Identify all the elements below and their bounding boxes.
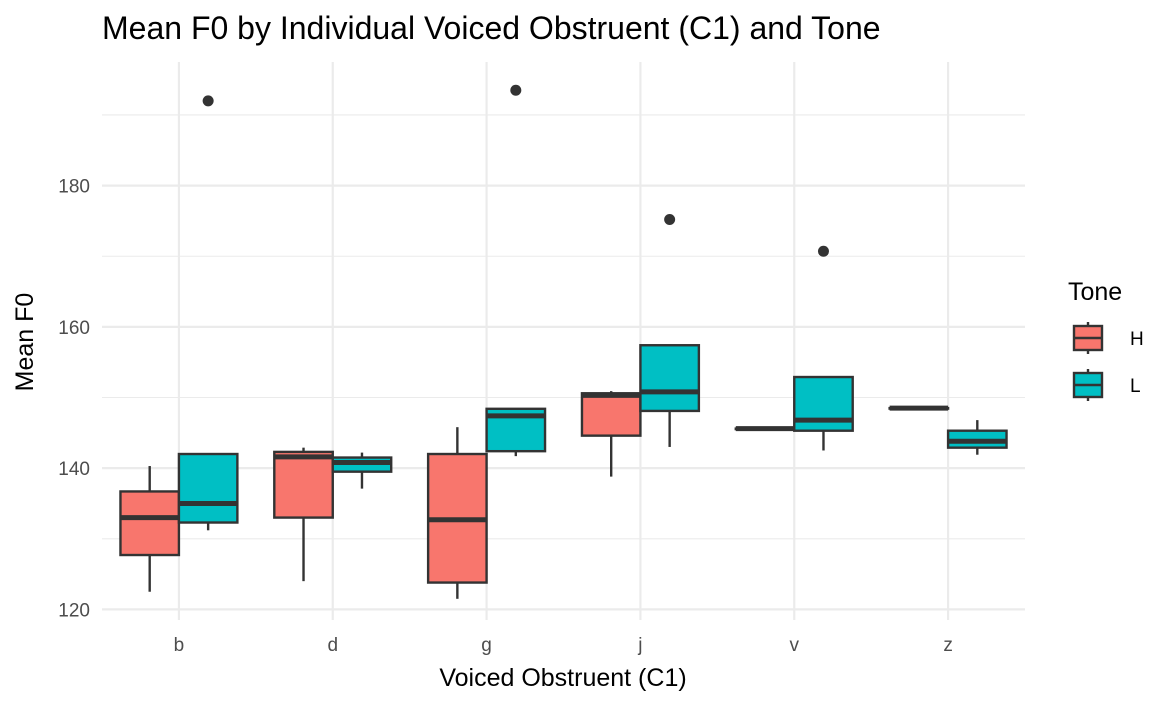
- legend-label: L: [1130, 376, 1141, 397]
- legend: Tone H L: [1068, 278, 1144, 401]
- box-L-b: [177, 95, 239, 531]
- x-tick-label: v: [790, 635, 800, 656]
- x-axis-title: Voiced Obstruent (C1): [439, 664, 686, 692]
- box-L-j: [639, 214, 701, 447]
- y-axis-title: Mean F0: [11, 293, 39, 392]
- outlier-point: [510, 84, 522, 96]
- x-tick-label: b: [174, 635, 185, 656]
- legend-title: Tone: [1068, 278, 1122, 306]
- y-tick-label: 180: [58, 177, 90, 198]
- box-L-v: [793, 245, 854, 451]
- legend-item-L: L: [1072, 369, 1141, 401]
- y-tick-label: 160: [58, 318, 90, 339]
- box-H-d: [273, 447, 334, 582]
- box-H-j: [580, 391, 642, 477]
- box-H-b: [119, 466, 181, 592]
- x-tick-label: g: [481, 635, 492, 656]
- box-iqr: [273, 450, 334, 519]
- box-iqr: [177, 452, 239, 524]
- box-L-g: [485, 84, 547, 457]
- outlier-point: [817, 245, 829, 257]
- box-iqr: [119, 490, 181, 557]
- box-iqr: [793, 375, 854, 432]
- grid: [102, 62, 1025, 620]
- x-tick-label: j: [637, 635, 642, 656]
- x-tick-label: d: [327, 635, 338, 656]
- chart-title: Mean F0 by Individual Voiced Obstruent (…: [102, 10, 881, 46]
- box-L-d: [331, 452, 393, 489]
- x-tick-label: z: [943, 635, 953, 656]
- outlier-point: [202, 95, 214, 107]
- box-H-v: [734, 426, 796, 432]
- box-iqr: [639, 344, 701, 413]
- box-H-g: [426, 427, 488, 599]
- y-tick-label: 120: [58, 600, 90, 621]
- legend-item-H: H: [1072, 322, 1144, 354]
- tick-labels: 120 140 160 180 b d g j v z: [58, 177, 953, 656]
- box-L-z: [946, 420, 1008, 455]
- legend-label: H: [1130, 329, 1144, 350]
- y-tick-label: 140: [58, 459, 90, 480]
- box-H-z: [888, 405, 950, 411]
- box-iqr: [580, 392, 642, 437]
- boxes: [119, 84, 1008, 599]
- outlier-point: [664, 214, 676, 226]
